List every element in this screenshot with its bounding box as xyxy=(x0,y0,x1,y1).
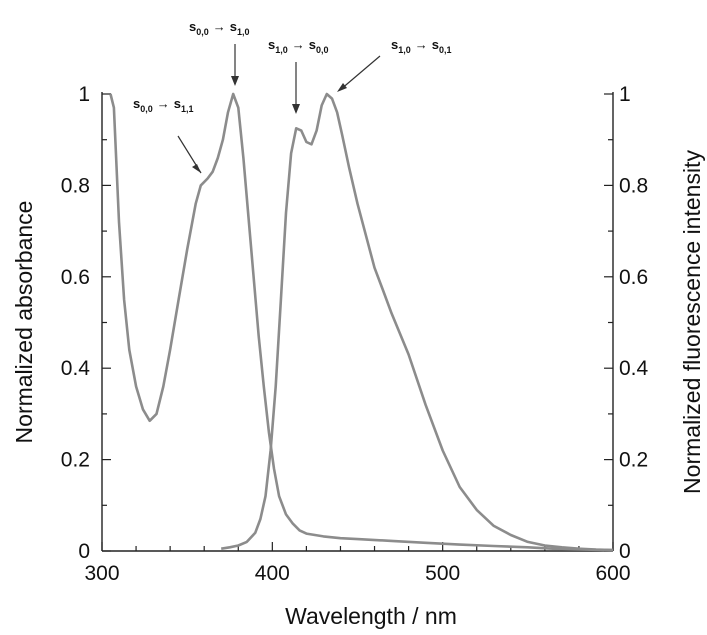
y-right-tick-label: 0.2 xyxy=(619,449,648,472)
annotation-label: s1,0 → s0,1 xyxy=(391,37,452,55)
y-right-tick-label: 0 xyxy=(619,540,631,563)
annotation-label: s0,0 → s1,1 xyxy=(133,96,194,114)
axis-ticks xyxy=(101,93,614,552)
annotation-arrow-line xyxy=(339,55,381,91)
y-left-tick-label: 0.2 xyxy=(61,449,90,472)
x-tick-label: 500 xyxy=(425,562,460,585)
x-tick-label: 300 xyxy=(84,562,119,585)
x-tick-labels: 300 400 500 600 xyxy=(84,562,630,585)
x-tick-label: 400 xyxy=(255,562,290,585)
plot-frame xyxy=(101,92,614,552)
annotation-label: s1,0 → s0,0 xyxy=(268,37,329,55)
absorbance-spectrum-line xyxy=(109,92,614,552)
y-left-tick-label: 1 xyxy=(78,83,90,106)
y-left-tick-labels: 0 0.2 0.4 0.6 0.8 1 xyxy=(61,83,91,563)
y-right-tick-label: 0.6 xyxy=(619,266,648,289)
x-tick-label: 600 xyxy=(595,562,630,585)
y-right-tick-labels: 0 0.2 0.4 0.6 0.8 1 xyxy=(619,83,649,563)
y-right-tick-label: 0.4 xyxy=(619,357,649,380)
annotation-s00-s11: s0,0 → s1,1 xyxy=(133,96,202,174)
annotation-arrowhead xyxy=(292,104,300,114)
annotation-arrowhead xyxy=(231,76,239,86)
fluorescence-spectrum-line xyxy=(220,92,614,552)
y-axis-title-right: Normalized fluorescence intensity xyxy=(679,150,705,494)
annotation-arrowhead xyxy=(192,164,201,173)
y-left-tick-label: 0.4 xyxy=(61,357,91,380)
annotation-arrowhead xyxy=(337,83,347,92)
annotation-s00-s10: s0,0 → s1,0 xyxy=(189,19,250,86)
x-axis-title: Wavelength / nm xyxy=(285,603,457,629)
transition-annotations: s0,0 → s1,1 s0,0 → s1,0 s1,0 → s0,0 s1,0 → s0,1 xyxy=(133,19,452,174)
annotation-s10-s00: s1,0 → s0,0 xyxy=(268,37,329,114)
y-left-tick-label: 0.6 xyxy=(61,266,90,289)
y-axis-title-left: Normalized absorbance xyxy=(11,201,37,444)
annotation-s10-s01: s1,0 → s0,1 xyxy=(337,37,452,92)
y-left-tick-label: 0 xyxy=(78,540,90,563)
annotation-label: s0,0 → s1,0 xyxy=(189,19,250,37)
series-lines xyxy=(109,92,614,552)
y-left-tick-label: 0.8 xyxy=(61,174,90,197)
y-right-tick-label: 1 xyxy=(619,83,631,106)
y-right-tick-label: 0.8 xyxy=(619,174,648,197)
